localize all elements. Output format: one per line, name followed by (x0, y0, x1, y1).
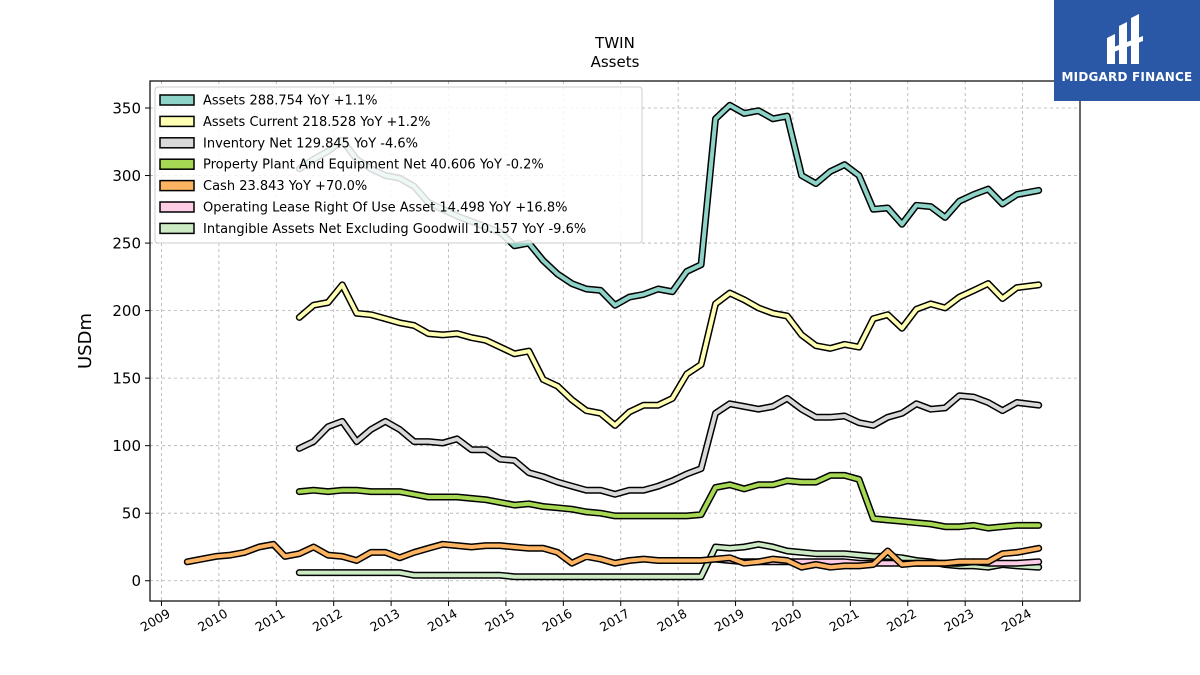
x-tick-label: 2013 (367, 606, 402, 635)
legend-swatch (159, 179, 195, 192)
y-tick-label: 100 (112, 437, 141, 455)
x-tick-label: 2014 (425, 606, 460, 635)
series-line-3 (295, 392, 1043, 498)
legend-item: Intangible Assets Net Excluding Goodwill… (159, 222, 586, 237)
chart-title: TWIN (594, 34, 635, 52)
legend-box (154, 86, 643, 244)
legend-swatch (159, 94, 195, 106)
legend-label: Property Plant And Equipment Net 40.606 … (203, 158, 544, 173)
y-tick-label: 200 (112, 302, 141, 320)
legend-item: Assets 288.754 YoY +1.1% (159, 94, 378, 109)
y-tick-label: 350 (112, 100, 141, 118)
series-line-4 (295, 471, 1043, 532)
legend-label: Operating Lease Right Of Use Asset 14.49… (203, 201, 567, 216)
x-tick-label: 2019 (712, 606, 747, 635)
legend-swatch (159, 115, 195, 128)
series-line-5 (183, 540, 1043, 571)
y-tick-label: 50 (122, 505, 141, 523)
y-tick-label: 300 (112, 167, 141, 185)
x-tick-label: 2017 (597, 606, 632, 635)
x-tick-label: 2011 (253, 606, 288, 635)
legend-label: Assets Current 218.528 YoY +1.2% (203, 115, 430, 130)
x-tick-label: 2016 (540, 606, 575, 635)
legend-item: Property Plant And Equipment Net 40.606 … (159, 158, 544, 173)
x-tick-label: 2022 (884, 606, 919, 635)
legend-item: Inventory Net 129.845 YoY -4.6% (159, 136, 418, 151)
x-tick-label: 2018 (654, 606, 689, 635)
y-tick-label: 0 (131, 572, 141, 590)
chart-subtitle: Assets (591, 53, 640, 71)
legend: Assets 288.754 YoY +1.1% Assets Current 2… (154, 86, 643, 244)
x-tick-label: 2021 (827, 606, 862, 635)
legend-label: Cash 23.843 YoY +70.0% (203, 179, 367, 194)
y-axis-label: USDm (75, 313, 96, 369)
legend-label: Assets 288.754 YoY +1.1% (203, 94, 378, 109)
y-tick-label: 250 (112, 235, 141, 253)
x-tick-label: 2009 (138, 606, 173, 635)
plot-frame (149, 80, 1081, 602)
logo-text: MIDGARD FINANCE (1061, 70, 1193, 84)
legend-item: Operating Lease Right Of Use Asset 14.49… (159, 201, 567, 216)
x-tick-label: 2010 (195, 606, 230, 635)
series-line-7 (295, 540, 1043, 581)
legend-label: Inventory Net 129.845 YoY -4.6% (203, 136, 418, 151)
x-tick-label: 2020 (769, 606, 804, 635)
x-tick-label: 2015 (482, 606, 517, 635)
legend-swatch (159, 137, 195, 149)
y-tick-label: 150 (112, 370, 141, 388)
legend-item: Assets Current 218.528 YoY +1.2% (159, 115, 430, 130)
legend-item: Cash 23.843 YoY +70.0% (159, 179, 367, 194)
legend-swatch (159, 222, 195, 235)
brand-logo: MIDGARD FINANCE (1054, 0, 1200, 101)
series-line-2 (295, 280, 1043, 429)
x-tick-label: 2023 (941, 606, 976, 635)
x-tick-label: 2012 (310, 606, 345, 635)
logo-mark-icon (1107, 14, 1143, 64)
legend-swatch (159, 201, 195, 213)
x-tick-label: 2024 (999, 606, 1034, 635)
legend-swatch (159, 158, 195, 170)
legend-label: Intangible Assets Net Excluding Goodwill… (203, 222, 586, 237)
